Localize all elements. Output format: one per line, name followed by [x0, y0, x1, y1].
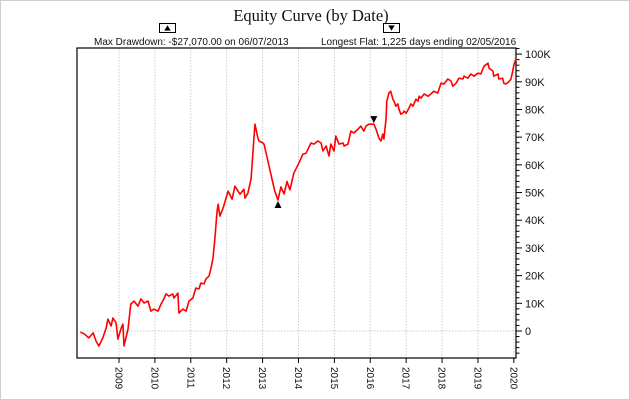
triangle-up-icon — [164, 25, 171, 31]
x-tick-label: 2017 — [400, 367, 411, 390]
y-tick-label: 30K — [525, 243, 545, 255]
plot-border — [76, 47, 517, 359]
max-drawdown-point-marker-icon — [274, 201, 282, 209]
max-drawdown-label: Max Drawdown: -$27,070.00 on 06/07/2013 — [94, 37, 289, 48]
x-tick-label: 2019 — [471, 367, 482, 390]
y-tick-label: 80K — [525, 104, 545, 116]
axis-labels: 0 10K 20K 30K 40K 50K 60K 70K 80K 90K 100K 2009 2010… — [112, 49, 551, 390]
x-tick-label: 2020 — [507, 367, 518, 390]
longest-flat-end-point-marker-icon — [370, 116, 378, 124]
x-tick-label: 2009 — [112, 367, 123, 390]
x-tick-label: 2011 — [184, 367, 195, 389]
y-tick-label: 90K — [525, 77, 545, 89]
x-tick-label: 2014 — [292, 367, 303, 390]
axis-ticks — [118, 48, 522, 363]
x-tick-label: 2013 — [256, 367, 267, 390]
y-tick-label: 100K — [525, 49, 551, 61]
legend-max-drawdown: Max Drawdown: -$27,070.00 on 06/07/2013 — [94, 23, 289, 48]
x-tick-label: 2010 — [148, 367, 159, 390]
y-tick-label: 20K — [525, 271, 545, 283]
y-tick-label: 40K — [525, 215, 545, 227]
y-tick-label: 60K — [525, 160, 545, 172]
y-tick-label: 50K — [525, 188, 545, 200]
x-tick-label: 2015 — [328, 367, 339, 390]
y-tick-label: 0 — [525, 326, 531, 338]
triangle-down-icon — [388, 25, 395, 31]
chart-title: Equity Curve (by Date) — [233, 6, 388, 25]
x-tick-label: 2012 — [220, 367, 231, 390]
longest-flat-label: Longest Flat: 1,225 days ending 02/05/20… — [321, 37, 517, 48]
equity-line-layer — [80, 58, 517, 347]
gridlines — [77, 48, 516, 358]
y-tick-label: 70K — [525, 132, 545, 144]
x-tick-label: 2016 — [364, 367, 375, 390]
annotation-markers — [274, 116, 378, 209]
y-tick-label: 10K — [525, 298, 545, 310]
plot-frame — [76, 47, 517, 359]
equity-line — [80, 58, 517, 347]
x-tick-label: 2018 — [436, 367, 447, 390]
legend-longest-flat: Longest Flat: 1,225 days ending 02/05/20… — [321, 23, 517, 48]
